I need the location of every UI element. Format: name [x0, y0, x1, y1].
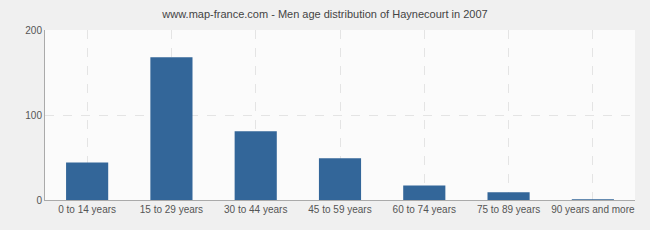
svg-text:60 to 74 years: 60 to 74 years	[393, 204, 456, 215]
svg-text:15 to 29 years: 15 to 29 years	[140, 204, 203, 215]
svg-text:100: 100	[25, 110, 42, 121]
svg-text:45 to 59 years: 45 to 59 years	[308, 204, 371, 215]
svg-text:0: 0	[36, 195, 42, 206]
svg-text:0 to 14 years: 0 to 14 years	[58, 204, 116, 215]
svg-text:30 to 44 years: 30 to 44 years	[224, 204, 287, 215]
svg-text:200: 200	[25, 25, 42, 36]
svg-text:90 years and more: 90 years and more	[551, 204, 635, 215]
svg-text:www.map-france.com - Men age d: www.map-france.com - Men age distributio…	[161, 8, 487, 20]
svg-text:75 to 89 years: 75 to 89 years	[477, 204, 540, 215]
